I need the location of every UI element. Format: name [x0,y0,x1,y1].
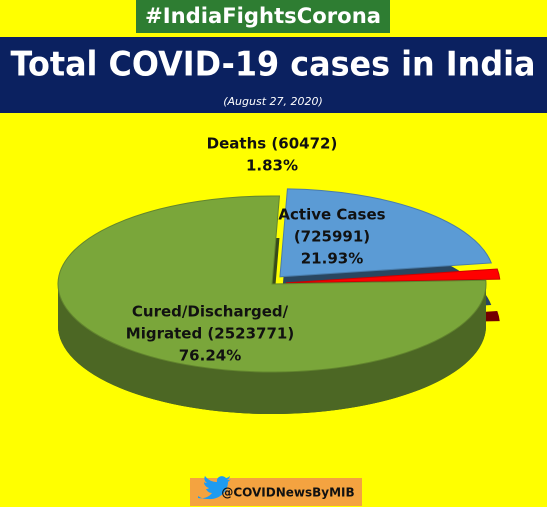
percent-label: 1.83% [246,157,298,175]
slice-side [58,284,486,414]
slice-label: (725991) [294,228,370,246]
twitter-icon [198,476,231,500]
slice-label: Active Cases [278,206,385,224]
slice-label: Deaths (60472) [207,135,338,153]
slice [57,195,487,373]
percent-label: 76.24% [179,347,241,365]
title-band [0,37,547,113]
slice [285,268,501,284]
chart-title: Total COVID-19 cases in India [11,45,536,85]
pie [57,188,501,414]
slice-label: Migrated (2523771) [126,325,294,343]
hashtag: #IndiaFightsCorona [145,4,381,28]
hashtag-badge [136,0,390,33]
footer-handle: @COVIDNewsByMIB [221,486,354,500]
chart-subtitle: (August 27, 2020) [223,95,323,108]
slice-labels: Active Cases (725991) 21.93% Deaths (60472)… [126,135,386,365]
slice-label: Cured/Discharged/ [132,303,289,321]
percent-label: 21.93% [301,250,363,268]
slice [279,188,492,278]
